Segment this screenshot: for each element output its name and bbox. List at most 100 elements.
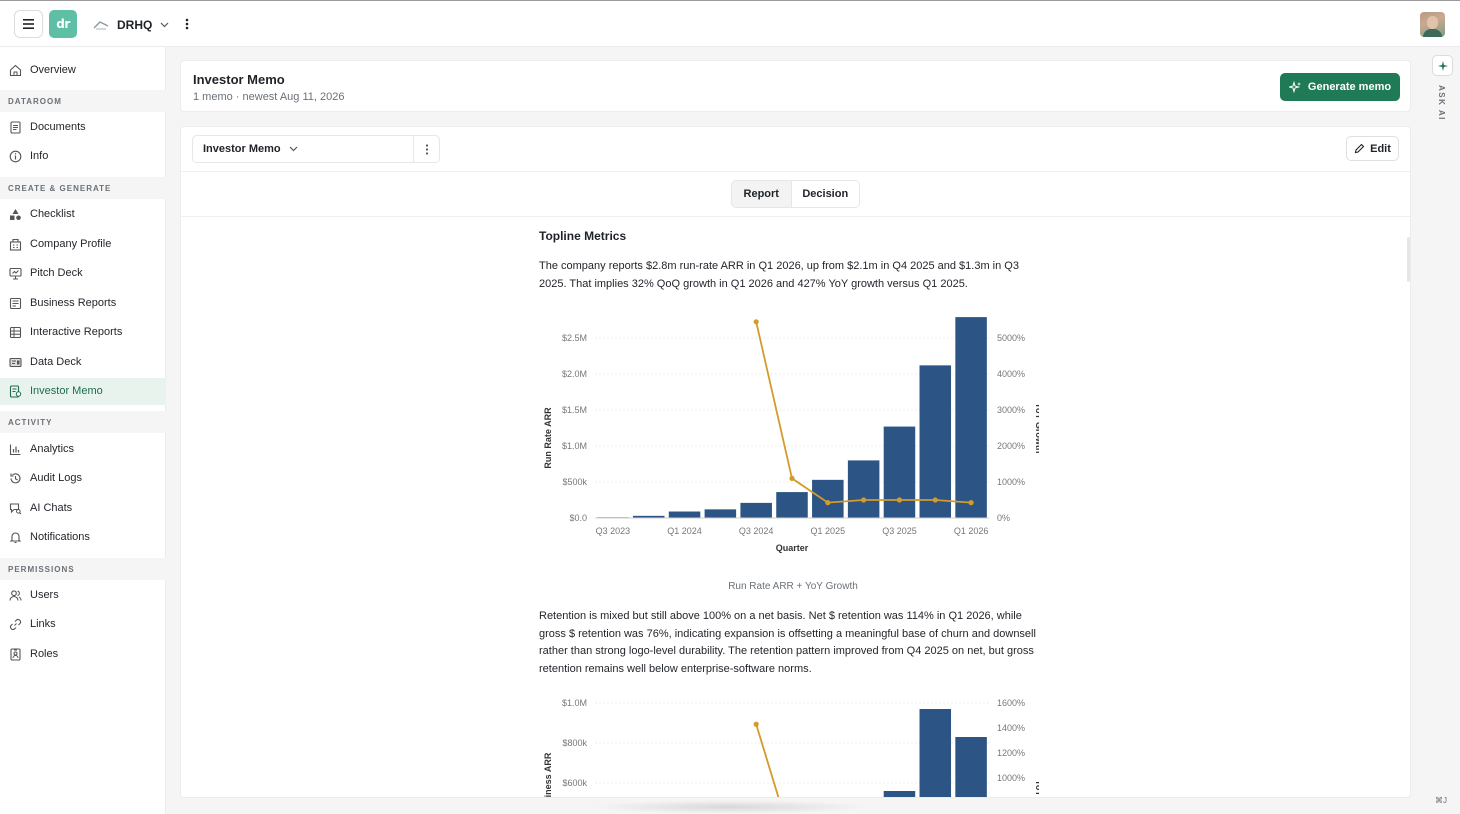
sidebar-item-label: Overview	[30, 64, 76, 76]
y-tick-label: $600k	[562, 778, 587, 788]
bar	[740, 502, 772, 518]
page-subtitle: 1 memo · newest Aug 11, 2026	[193, 91, 345, 103]
user-avatar[interactable]	[1420, 12, 1445, 37]
chevron-down-icon	[160, 22, 169, 28]
edit-label: Edit	[1370, 142, 1391, 155]
sidebar-item-label: Data Deck	[30, 356, 82, 368]
id-badge-icon	[10, 648, 21, 661]
bar-chart-icon	[9, 444, 21, 456]
tab-decision[interactable]: Decision	[791, 181, 859, 207]
sidebar-item-investor-memo[interactable]: Investor Memo	[0, 378, 166, 405]
sidebar-item-label: Audit Logs	[30, 472, 82, 484]
chart-caption: Run Rate ARR + YoY Growth	[728, 581, 858, 592]
scroll-shadow	[590, 800, 870, 814]
memo-icon	[9, 385, 22, 398]
ask-ai-label[interactable]: ASK AI	[1437, 85, 1446, 121]
memo-options-button[interactable]	[413, 136, 440, 162]
y2-tick-label: 1200%	[997, 748, 1025, 758]
sidebar: Overview DATAROOM Documents Info CREATE …	[0, 47, 166, 814]
section-title: Topline Metrics	[539, 229, 627, 243]
generate-memo-button[interactable]: Generate memo	[1280, 73, 1400, 101]
sidebar-item-data-deck[interactable]: Data Deck	[0, 349, 166, 376]
sidebar-item-users[interactable]: Users	[0, 582, 166, 609]
sidebar-item-analytics[interactable]: Analytics	[0, 436, 166, 463]
y-tick-label: $1.0M	[562, 698, 587, 708]
scrollbar[interactable]	[1407, 237, 1410, 282]
tab-report[interactable]: Report	[732, 181, 792, 207]
page-header: Investor Memo 1 memo · newest Aug 11, 20…	[180, 60, 1411, 112]
sidebar-item-label: Users	[30, 589, 59, 601]
shapes-icon	[10, 209, 21, 221]
sidebar-item-label: Info	[30, 150, 49, 162]
memo-selector[interactable]: Investor Memo	[192, 135, 440, 163]
presentation-icon	[9, 267, 22, 280]
yoy-growth-line	[755, 723, 780, 797]
sidebar-item-business-reports[interactable]: Business Reports	[0, 290, 166, 317]
report-icon	[9, 297, 22, 310]
yoy-growth-point	[932, 497, 938, 503]
sidebar-item-links[interactable]: Links	[0, 611, 166, 638]
sidebar-item-info[interactable]: Info	[0, 143, 166, 170]
yoy-growth-point	[968, 500, 974, 506]
x-tick-label: Q1 2024	[667, 526, 702, 536]
sidebar-item-label: Interactive Reports	[30, 326, 123, 338]
tabs-divider	[181, 216, 1410, 217]
y-axis-label: iness ARR	[543, 752, 553, 797]
hamburger-icon	[23, 19, 34, 29]
y-tick-label: $0.0	[569, 513, 587, 523]
sidebar-item-checklist[interactable]: Checklist	[0, 201, 166, 228]
sidebar-item-label: Checklist	[30, 208, 75, 220]
bell-icon	[9, 532, 22, 544]
right-rail	[1428, 47, 1460, 814]
bar	[955, 317, 987, 518]
link-icon	[9, 618, 22, 631]
deck-icon	[9, 357, 22, 368]
bar	[776, 492, 808, 518]
building-icon	[9, 238, 22, 251]
bar	[919, 365, 952, 518]
y2-tick-label: 1000%	[997, 773, 1025, 783]
page-title: Investor Memo	[193, 72, 285, 87]
top-bar: dr DRHQ	[0, 0, 1460, 47]
y2-tick-label: 1600%	[997, 698, 1025, 708]
edit-button[interactable]: Edit	[1346, 136, 1399, 161]
yoy-growth-point	[896, 497, 903, 503]
sidebar-item-audit-logs[interactable]: Audit Logs	[0, 465, 166, 492]
y-tick-label: $1.5M	[562, 405, 587, 415]
sparkle-icon	[1437, 60, 1448, 71]
pencil-icon	[1354, 143, 1365, 154]
bar	[632, 515, 665, 518]
history-icon	[10, 473, 21, 484]
org-switcher[interactable]: DRHQ	[93, 15, 169, 35]
sidebar-item-label: AI Chats	[30, 502, 73, 514]
org-name: DRHQ	[117, 18, 153, 32]
more-options-button[interactable]	[181, 15, 193, 33]
yoy-growth-point	[789, 475, 795, 481]
section-header-activity: ACTIVITY	[0, 411, 166, 433]
y2-axis-label: YoY	[1034, 780, 1039, 797]
sidebar-item-notifications[interactable]: Notifications	[0, 524, 166, 551]
section-header-create-generate: CREATE & GENERATE	[0, 177, 166, 199]
section-header-permissions: PERMISSIONS	[0, 558, 166, 580]
sidebar-item-overview[interactable]: Overview	[0, 57, 166, 84]
sidebar-item-interactive-reports[interactable]: Interactive Reports	[0, 319, 166, 346]
sidebar-item-ai-chats[interactable]: AI Chats	[0, 495, 166, 522]
y-tick-label: $500k	[562, 477, 587, 487]
sidebar-item-pitch-deck[interactable]: Pitch Deck	[0, 260, 166, 287]
sidebar-item-label: Business Reports	[30, 297, 117, 309]
menu-toggle-button[interactable]	[14, 10, 43, 38]
bar	[955, 737, 987, 797]
document-icon	[10, 121, 21, 134]
memo-selector-label: Investor Memo	[203, 143, 281, 155]
sidebar-item-documents[interactable]: Documents	[0, 114, 166, 141]
sidebar-item-company-profile[interactable]: Company Profile	[0, 231, 166, 258]
yoy-growth-point	[753, 721, 759, 727]
sidebar-item-label: Investor Memo	[30, 385, 103, 397]
bar	[704, 509, 737, 518]
ask-ai-button[interactable]	[1432, 55, 1453, 76]
sidebar-item-label: Documents	[30, 121, 86, 133]
bar	[812, 479, 844, 518]
sparkle-icon	[1288, 80, 1301, 93]
sidebar-item-roles[interactable]: Roles	[0, 641, 166, 668]
app-logo[interactable]: dr	[49, 10, 77, 38]
